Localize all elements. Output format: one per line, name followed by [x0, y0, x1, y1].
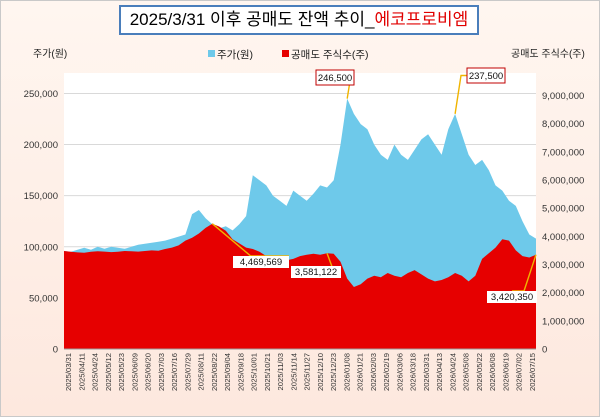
legend-label-price: 주가(원) — [217, 49, 253, 61]
y-right-tick-label: 6,000,000 — [542, 176, 584, 187]
y-right-tick-label: 3,000,000 — [542, 260, 584, 271]
y-left-tick-label: 50,000 — [29, 293, 58, 304]
y-left-tick-label: 0 — [53, 345, 58, 356]
y-left-tick-label: 200,000 — [24, 140, 58, 151]
annotation-label: 237,500 — [469, 71, 503, 82]
annotation-label: 4,469,569 — [240, 257, 282, 268]
x-tick-label: 2026/03/06 — [395, 353, 404, 391]
x-tick-label: 2026/06/19 — [502, 353, 511, 391]
x-tick-label: 2025/11/27 — [303, 353, 312, 390]
annotation-box — [487, 291, 537, 303]
series-short-area — [64, 223, 536, 349]
x-tick-label: 2026/07/15 — [528, 353, 537, 391]
chart-title-main: 2025/3/31 이후 공매도 잔액 추이_ — [129, 10, 375, 29]
y-right-tick-label: 5,000,000 — [542, 204, 584, 215]
x-tick-label: 2025/07/16 — [170, 353, 179, 391]
x-tick-label: 2025/06/20 — [144, 353, 153, 391]
x-tick-label: 2026/03/18 — [409, 353, 418, 391]
legend-label-short: 공매도 주식수(주) — [291, 49, 369, 61]
x-tick-label: 2026/01/08 — [342, 353, 351, 391]
x-tick-label: 2025/03/31 — [64, 353, 73, 391]
y-left-tick-label: 250,000 — [24, 89, 58, 100]
annotation-label: 3,581,122 — [295, 267, 337, 278]
y-right-tick-label: 8,000,000 — [542, 119, 584, 130]
y-right-tick-label: 9,000,000 — [542, 91, 584, 102]
annotation-label: 246,500 — [318, 73, 352, 84]
y-right-tick-label: 7,000,000 — [542, 147, 584, 158]
x-tick-label: 2025/07/03 — [157, 353, 166, 391]
x-tick-label: 2025/04/11 — [77, 353, 86, 390]
x-tick-label: 2025/05/12 — [104, 353, 113, 391]
x-tick-label: 2026/05/22 — [475, 353, 484, 391]
x-tick-label: 2026/02/19 — [382, 353, 391, 391]
x-tick-label: 2026/01/21 — [356, 353, 365, 391]
annotation-box — [315, 69, 355, 86]
x-tick-label: 2026/03/31 — [422, 353, 431, 391]
x-tick-label: 2025/10/21 — [263, 353, 272, 391]
y-left-tick-label: 150,000 — [24, 191, 58, 202]
chart-title: 2025/3/31 이후 공매도 잔액 추이_에코프로비엠 — [119, 5, 479, 35]
y-right-tick-label: 2,000,000 — [542, 288, 584, 299]
x-tick-label: 2025/06/09 — [130, 353, 139, 391]
x-tick-label: 2025/09/04 — [223, 353, 232, 391]
x-tick-label: 2026/04/24 — [449, 353, 458, 391]
x-tick-label: 2026/04/13 — [435, 353, 444, 391]
annotation-box — [233, 256, 289, 268]
x-tick-label: 2025/12/10 — [316, 353, 325, 391]
annotation-box — [466, 67, 506, 84]
y-right-axis-title: 공매도 주식수(주) — [511, 48, 585, 60]
x-tick-label: 2025/11/03 — [276, 353, 285, 390]
y-left-tick-label: 100,000 — [24, 242, 58, 253]
y-right-tick-label: 0 — [542, 345, 547, 356]
x-tick-label: 2025/08/11 — [197, 353, 206, 390]
x-tick-label: 2025/12/23 — [329, 353, 338, 391]
x-tick-label: 2026/05/08 — [462, 353, 471, 391]
x-tick-label: 2026/02/03 — [369, 353, 378, 391]
y-right-tick-label: 4,000,000 — [542, 232, 584, 243]
y-left-axis-title: 주가(원) — [33, 48, 67, 60]
annotation-box — [291, 266, 341, 278]
legend-swatch-short — [282, 50, 289, 57]
legend-swatch-price — [208, 50, 215, 57]
y-right-tick-label: 1,000,000 — [542, 316, 584, 327]
x-tick-label: 2025/10/01 — [250, 353, 259, 391]
annotation-label: 3,420,350 — [491, 292, 533, 303]
chart-title-highlight: 에코프로비엠 — [374, 10, 469, 29]
x-tick-label: 2026/06/08 — [488, 353, 497, 391]
x-tick-label: 2025/04/24 — [91, 353, 100, 391]
x-tick-label: 2025/11/14 — [289, 353, 298, 390]
x-tick-label: 2025/07/29 — [183, 353, 192, 391]
x-tick-label: 2025/05/23 — [117, 353, 126, 391]
x-tick-label: 2025/09/18 — [236, 353, 245, 391]
annotation-leader-line — [454, 74, 467, 115]
x-tick-label: 2026/07/02 — [515, 353, 524, 391]
x-tick-label: 2025/08/22 — [210, 353, 219, 391]
